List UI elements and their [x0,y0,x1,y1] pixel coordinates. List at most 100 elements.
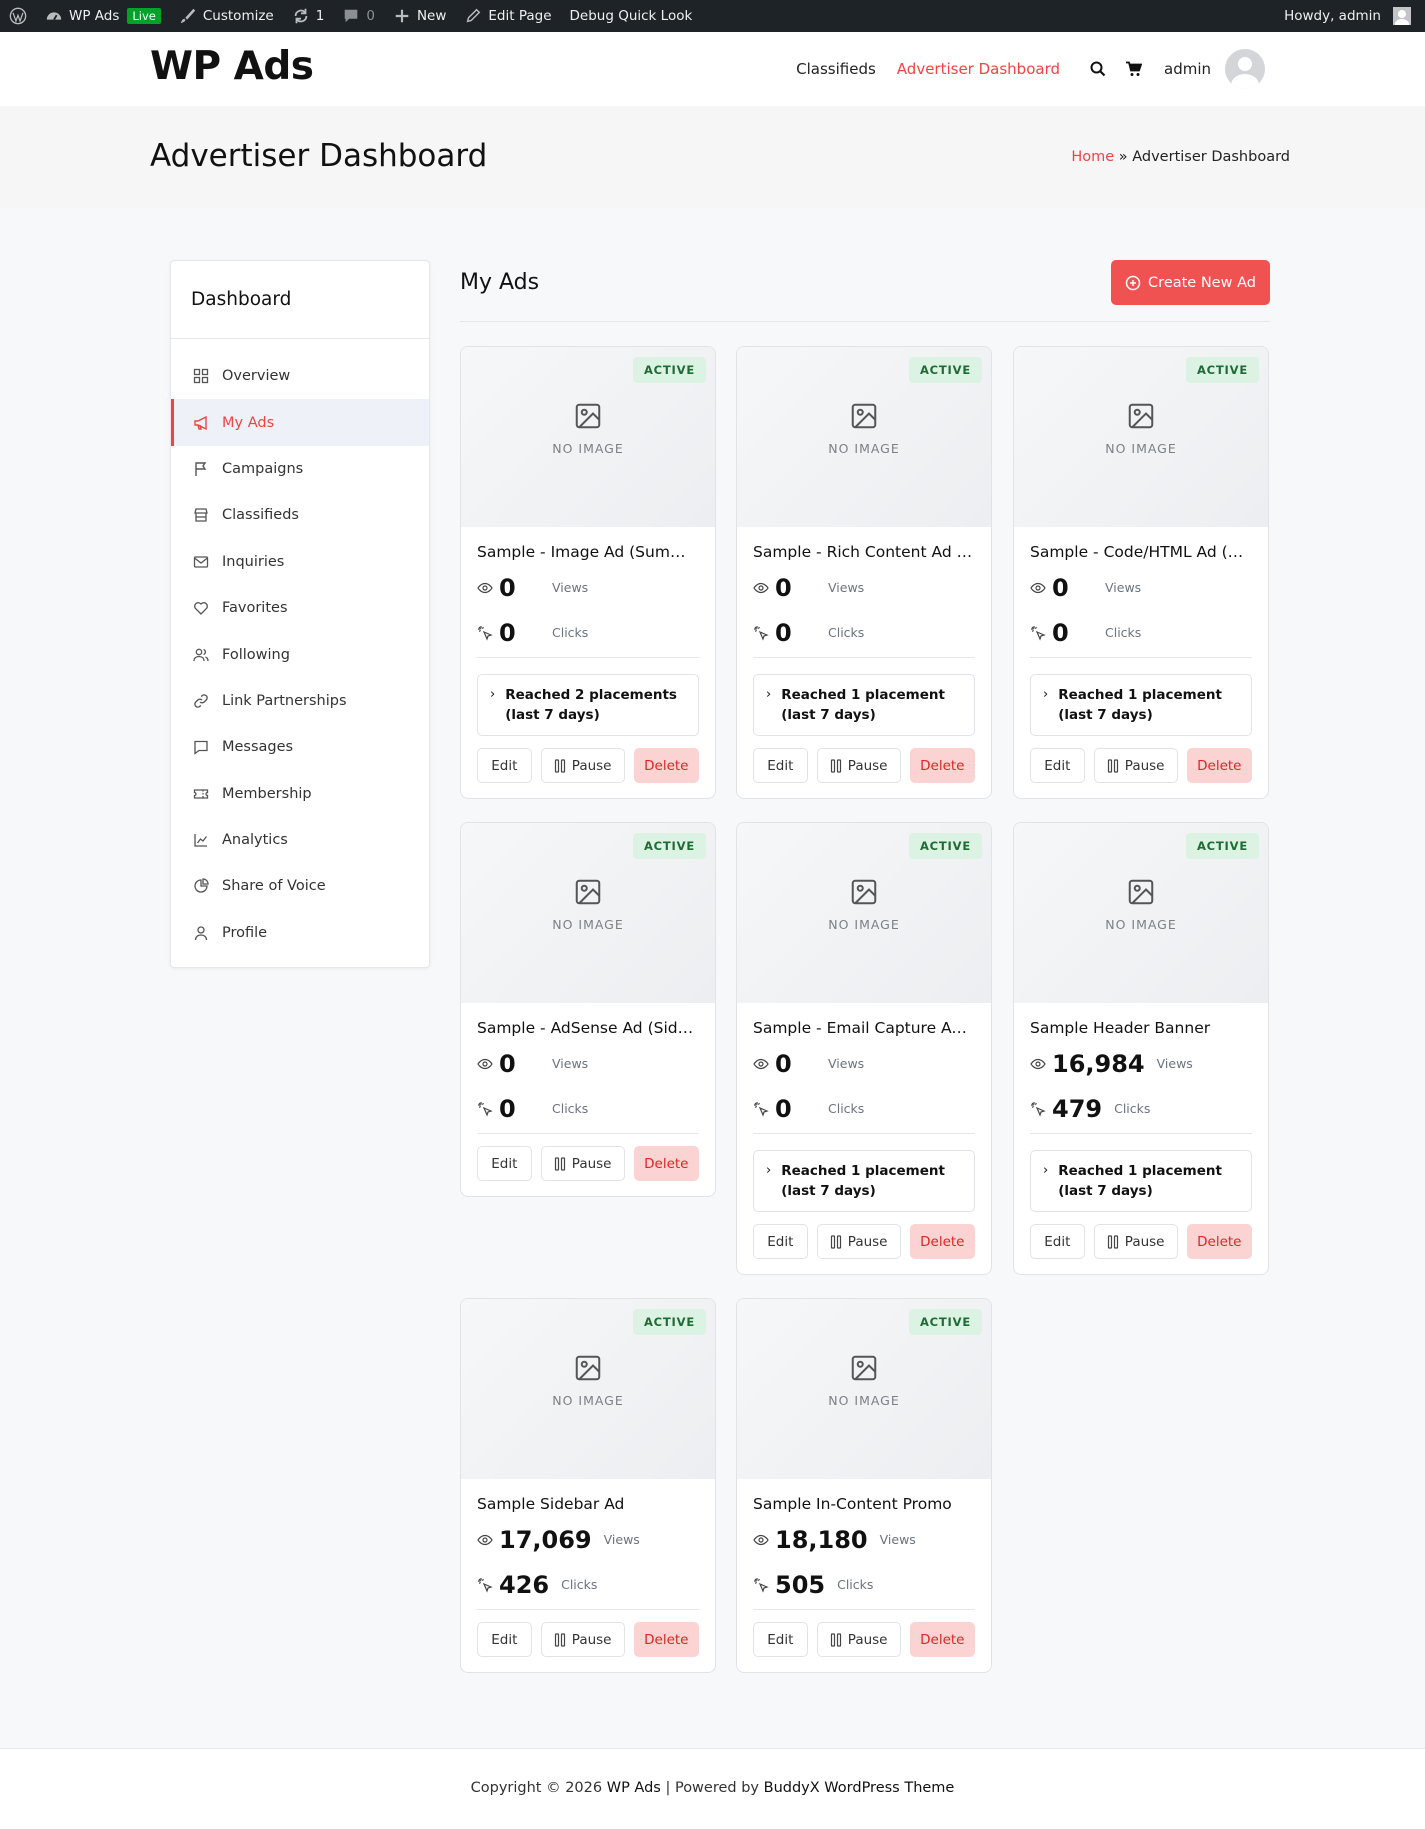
my-ads-header: My Ads Create New Ad [460,260,1270,322]
site-header: WP Ads Classifieds Advertiser Dashboard … [0,32,1425,106]
breadcrumb-separator: » [1118,149,1128,165]
nav-advertiser-dashboard[interactable]: Advertiser Dashboard [896,60,1060,78]
edit-button[interactable]: Edit [1030,1224,1085,1259]
pause-button[interactable]: Pause [816,748,901,783]
click-icon [1031,625,1046,641]
brush-icon [180,8,196,24]
clicks-stat: 0 Clicks [753,610,975,655]
pause-button[interactable]: Pause [1093,748,1178,783]
sidebar-item-classifieds[interactable]: Classifieds [171,492,429,538]
pause-button[interactable]: Pause [540,748,625,783]
edit-button[interactable]: Edit [753,748,808,783]
sidebar-item-campaigns[interactable]: Campaigns [171,446,429,492]
footer-powered-text: | Powered by [660,1780,764,1796]
delete-button[interactable]: Delete [909,748,976,783]
edit-page-link[interactable]: Edit Page [455,0,560,32]
debug-quick-look-link[interactable]: Debug Quick Look [561,0,702,32]
image-placeholder-icon [575,879,601,904]
delete-button[interactable]: Delete [1186,748,1253,783]
clicks-value: 479 [1052,1094,1103,1123]
my-account-menu[interactable]: Howdy, admin [1275,0,1425,32]
ad-stats: 17,069 Views 426 Clicks [477,1517,699,1610]
sidebar-item-label: Profile [222,924,268,941]
cart-icon[interactable] [1126,61,1142,77]
no-image-label: NO IMAGE [828,440,900,456]
views-value: 16,984 [1052,1049,1145,1078]
placements-toggle[interactable]: › Reached 1 placement (last 7 days) [1030,674,1252,736]
ad-title: Sample In-Content Promo [753,1495,952,1513]
pencil-icon [467,8,481,23]
nav-classifieds[interactable]: Classifieds [796,60,876,78]
footer-site-link[interactable]: WP Ads [606,1780,661,1796]
breadcrumb-home[interactable]: Home [1071,149,1115,165]
delete-button[interactable]: Delete [909,1224,976,1259]
clicks-value: 0 [775,1094,792,1123]
refresh-icon [294,8,308,24]
sidebar-item-following[interactable]: Following [171,631,429,677]
click-icon [1031,1101,1046,1117]
pause-button[interactable]: Pause [1093,1224,1178,1259]
search-icon[interactable] [1090,61,1106,77]
click-icon [754,1101,769,1117]
pause-button[interactable]: Pause [816,1622,901,1657]
image-placeholder-icon [575,403,601,428]
footer-theme-link[interactable]: BuddyX WordPress Theme [763,1780,955,1796]
sidebar-item-label: Overview [222,368,291,385]
views-stat: 18,180 Views [753,1517,975,1562]
clicks-stat: 426 Clicks [477,1562,699,1607]
sidebar-item-analytics[interactable]: Analytics [171,817,429,863]
edit-button[interactable]: Edit [477,748,532,783]
sidebar-item-my-ads[interactable]: My Ads [171,399,429,447]
site-logo[interactable]: WP Ads [150,44,314,89]
pause-button[interactable]: Pause [540,1146,625,1181]
ad-image-placeholder: NO IMAGE ACTIVE [737,823,991,1003]
views-label: Views [828,580,865,595]
sidebar-item-share-of-voice[interactable]: Share of Voice [171,863,429,909]
clicks-stat: 0 Clicks [753,1086,975,1131]
user-avatar[interactable] [1225,49,1265,89]
sidebar-item-messages[interactable]: Messages [171,724,429,770]
wordpress-logo-icon[interactable] [0,0,36,32]
sidebar-item-overview[interactable]: Overview [171,353,429,399]
placements-toggle[interactable]: › Reached 1 placement (last 7 days) [753,1150,975,1212]
sidebar-item-label: Campaigns [222,460,304,477]
pause-button[interactable]: Pause [540,1622,625,1657]
sidebar-item-link-partnerships[interactable]: Link Partnerships [171,678,429,724]
placements-toggle[interactable]: › Reached 2 placements (last 7 days) [477,674,699,736]
delete-button[interactable]: Delete [909,1622,976,1657]
click-icon [478,1577,493,1593]
edit-button[interactable]: Edit [477,1146,532,1181]
site-name-menu[interactable]: WP Ads Live [36,0,170,32]
delete-button[interactable]: Delete [633,1622,700,1657]
delete-button[interactable]: Delete [633,1146,700,1181]
create-new-ad-button[interactable]: Create New Ad [1111,260,1270,305]
views-stat: 0 Views [477,1041,699,1086]
customize-link[interactable]: Customize [170,0,283,32]
sidebar-item-profile[interactable]: Profile [171,910,429,956]
sidebar-item-inquiries[interactable]: Inquiries [171,539,429,585]
clicks-value: 0 [1052,618,1069,647]
clicks-label: Clicks [1114,1101,1151,1116]
comments-link[interactable]: 0 [333,0,384,32]
views-stat: 0 Views [753,1041,975,1086]
nav-user-name[interactable]: admin [1164,60,1211,78]
click-icon [478,1101,493,1117]
edit-button[interactable]: Edit [753,1224,808,1259]
placements-toggle[interactable]: › Reached 1 placement (last 7 days) [753,674,975,736]
edit-button[interactable]: Edit [753,1622,808,1657]
updates-link[interactable]: 1 [283,0,334,32]
delete-button[interactable]: Delete [633,748,700,783]
new-content-link[interactable]: New [384,0,455,32]
sidebar-item-membership[interactable]: Membership [171,771,429,817]
delete-button[interactable]: Delete [1186,1224,1253,1259]
mail-icon [193,556,209,568]
sidebar-item-favorites[interactable]: Favorites [171,585,429,631]
edit-button[interactable]: Edit [477,1622,532,1657]
placements-toggle[interactable]: › Reached 1 placement (last 7 days) [1030,1150,1252,1212]
click-icon [754,625,769,641]
delete-label: Delete [644,1155,689,1172]
placements-summary: Reached 2 placements (last 7 days) [505,687,677,723]
breadcrumb: Home » Advertiser Dashboard [1071,149,1290,165]
pause-button[interactable]: Pause [816,1224,901,1259]
edit-button[interactable]: Edit [1030,748,1085,783]
